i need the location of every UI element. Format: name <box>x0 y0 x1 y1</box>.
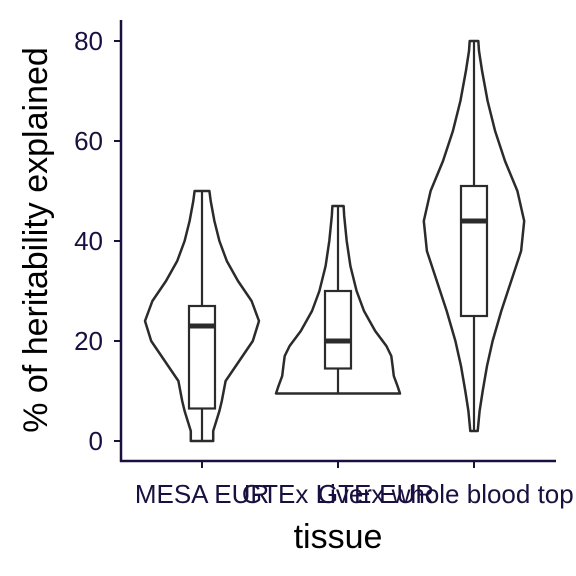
y-tick-label: 0 <box>89 426 103 456</box>
violin-3 <box>422 39 526 433</box>
x-tick-label: MESA EUR <box>135 479 269 509</box>
box-2 <box>323 289 353 370</box>
y-tick-label: 60 <box>74 126 103 156</box>
y-tick-label: 80 <box>74 26 103 56</box>
y-tick-label: 20 <box>74 326 103 356</box>
plot-area <box>143 39 526 443</box>
box-1 <box>187 304 217 410</box>
y-axis-title: % of heritability explained <box>17 47 55 433</box>
box-3 <box>459 184 489 318</box>
x-tick-label: GTEx whole blood top 10 ti <box>318 479 576 509</box>
violin-1 <box>143 189 261 443</box>
y-tick-label: 40 <box>74 226 103 256</box>
x-tick-label: GTEx Liver EUR <box>242 479 434 509</box>
violin-2 <box>274 204 402 395</box>
x-axis-title: tissue <box>294 518 383 556</box>
